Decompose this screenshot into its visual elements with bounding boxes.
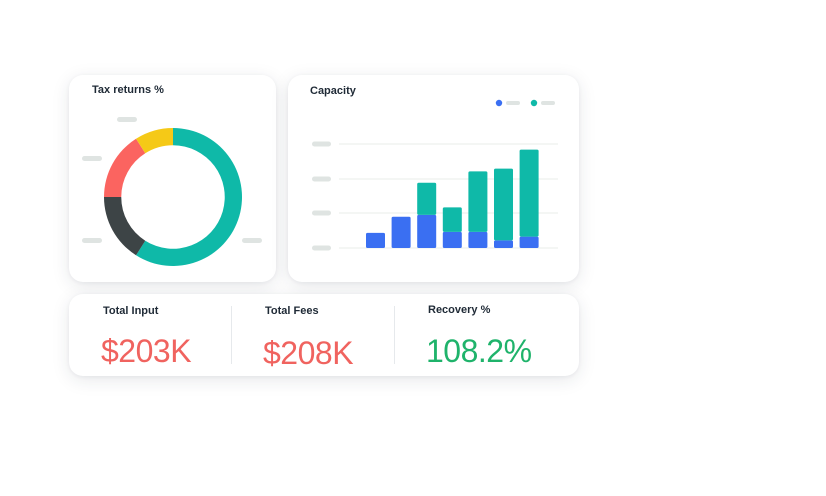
stat-value: $203K: [101, 333, 192, 369]
stat-label: Recovery %: [428, 304, 491, 316]
stat-recovery: Recovery % 108.2%: [395, 294, 579, 376]
bar-7-series-1: [519, 236, 539, 248]
stat-label: Total Input: [103, 305, 159, 317]
legend-placeholder-right: [242, 238, 262, 243]
bar-5-series-2: [468, 171, 488, 232]
capacity-bar-chart: [312, 99, 558, 251]
legend-dot-1: [495, 99, 503, 107]
bar-3-series-2: [417, 182, 437, 215]
legend-placeholder-1: [506, 101, 520, 105]
bar-1-series-1: [366, 232, 385, 248]
bar-6-series-1: [494, 240, 513, 248]
stat-divider: [231, 306, 232, 364]
legend-placeholder-left-top: [82, 156, 102, 161]
bar-4-series-2: [442, 207, 462, 232]
stat-value: $208K: [263, 335, 354, 371]
tax-returns-title: Tax returns %: [92, 84, 164, 96]
capacity-title: Capacity: [310, 85, 356, 97]
stat-divider: [394, 306, 395, 364]
donut-slice-1: [136, 128, 243, 266]
bar-3-series-1: [417, 214, 437, 248]
bar-6-series-2: [494, 168, 513, 241]
donut-slice-2: [104, 197, 146, 256]
axis-label-placeholder: [312, 176, 331, 182]
legend-placeholder-left-bottom: [82, 238, 102, 243]
axis-label-placeholder: [312, 245, 331, 251]
tax-returns-card: Tax returns %: [69, 75, 276, 282]
legend-placeholder-top: [117, 117, 137, 122]
stats-card: Total Input $203K Total Fees $208K Recov…: [69, 294, 579, 376]
donut-slice-4: [136, 128, 173, 154]
bar-5-series-1: [468, 231, 488, 248]
stat-total-fees: Total Fees $208K: [232, 294, 394, 376]
stat-total-input: Total Input $203K: [69, 294, 231, 376]
donut-slice-3: [104, 138, 146, 197]
axis-label-placeholder: [312, 210, 331, 216]
bar-2-series-1: [391, 216, 411, 248]
legend-placeholder-2: [541, 101, 555, 105]
axis-label-placeholder: [312, 141, 331, 147]
legend-dot-2: [530, 99, 538, 107]
tax-returns-donut-chart: [82, 117, 262, 266]
stat-label: Total Fees: [265, 305, 319, 317]
stat-value: 108.2%: [426, 333, 532, 369]
bar-7-series-2: [519, 149, 539, 237]
bar-4-series-1: [442, 231, 462, 248]
capacity-card: Capacity: [288, 75, 579, 282]
